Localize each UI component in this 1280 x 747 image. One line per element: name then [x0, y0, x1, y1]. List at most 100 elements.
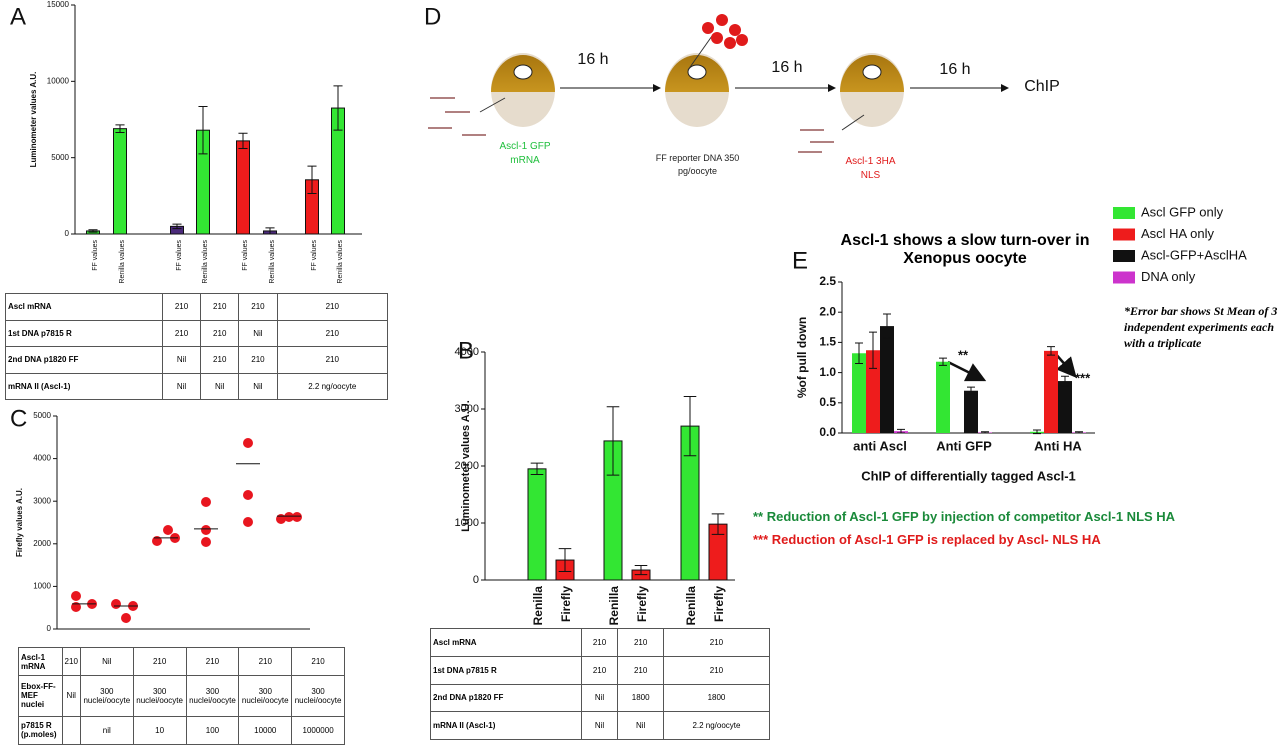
error-bar — [333, 85, 343, 131]
error-bar — [967, 386, 975, 395]
y-axis-label: Firefly values A.U. — [15, 488, 24, 557]
table-cell: 1st DNA p7815 R — [430, 655, 582, 685]
x-tick-label: Firefly — [712, 586, 726, 622]
table-cell: 210 — [617, 628, 664, 657]
legend-label: Ascl-GFP+AsclHA — [1141, 247, 1247, 262]
table-cell: 1800 — [617, 683, 664, 713]
needle — [687, 35, 713, 71]
y-tick-label: 2.5 — [819, 274, 836, 288]
point — [284, 512, 294, 523]
x-tick-label: Renilla — [607, 586, 621, 626]
table-cell: 210 — [200, 346, 240, 374]
legend-swatch — [1113, 228, 1135, 241]
diagram-label: Ascl-1 3HA NLS — [845, 156, 896, 181]
step-time: 16 h — [577, 51, 608, 68]
point — [292, 512, 302, 523]
arrow — [947, 360, 987, 382]
error-bar — [883, 313, 891, 339]
legend-swatch — [1113, 250, 1135, 262]
table-row: 1st DNA p7815 R 210 210 210 — [430, 655, 771, 685]
y-tick-label: 10000 — [47, 76, 70, 85]
chart-title: Ascl-1 shows a slow turn-over in Xenopus… — [840, 232, 1090, 267]
error-bar — [711, 513, 725, 535]
y-tick-label: 15000 — [47, 0, 70, 9]
table-cell: 2nd DNA p1820 FF — [5, 346, 163, 374]
table-cell: 300 nuclei/oocyte — [185, 675, 240, 717]
y-tick-label: 5000 — [51, 153, 69, 162]
error-bar — [1047, 346, 1055, 356]
y-axis-label: %of pull down — [795, 317, 809, 398]
table-cell: 210 — [238, 346, 278, 374]
bar — [113, 128, 127, 235]
error-bar — [683, 395, 697, 457]
panel-label: C — [10, 405, 27, 432]
point — [201, 524, 211, 535]
table-cell: 210 — [580, 655, 619, 685]
bar — [527, 468, 547, 581]
table-cell: 2nd DNA p1820 FF — [430, 683, 582, 713]
table-cell: 210 — [61, 646, 81, 677]
error-bar — [307, 165, 317, 195]
point — [163, 524, 173, 535]
dna-dots — [702, 14, 748, 49]
table-cell: 10000 — [238, 715, 293, 746]
bar — [236, 140, 250, 235]
table-cell: Ascl mRNA — [430, 628, 582, 657]
table-cell: Nil — [200, 372, 240, 400]
table-cell — [61, 715, 81, 746]
bar — [866, 350, 880, 433]
error-bar — [172, 223, 182, 230]
table-cell: 210 — [200, 319, 240, 347]
table-row: mRNA II (Ascl-1) Nil Nil Nil 2.2 ng/oocyte — [5, 372, 389, 400]
error-bar — [88, 229, 98, 233]
table-cell: Nil — [238, 319, 278, 347]
point — [71, 590, 81, 601]
y-tick-label: 1.0 — [819, 365, 836, 379]
bar — [936, 361, 950, 433]
y-tick-label: 1000 — [33, 582, 51, 591]
point — [243, 516, 253, 527]
legend-label: Ascl GFP only — [1141, 204, 1224, 219]
table-cell: Nil — [238, 372, 278, 400]
point — [243, 489, 253, 500]
error-bar — [265, 227, 275, 235]
x-tick-label: Renilla values — [202, 240, 209, 284]
bar — [852, 353, 866, 433]
table-cell: Nil — [61, 675, 81, 717]
y-tick-label: 4000 — [455, 346, 479, 358]
bar — [880, 326, 894, 433]
table-cell: 210 — [617, 655, 664, 685]
x-tick-label: Renilla values — [119, 240, 126, 284]
y-tick-label: 4000 — [33, 454, 51, 463]
table-cell: 210 — [185, 646, 240, 677]
table-cell: Ebox-FF-MEF nuclei — [18, 675, 63, 717]
table-cell: p7815 R (p.moles) — [18, 715, 63, 746]
x-tick-label: Firefly — [559, 586, 573, 622]
table-cell: 210 — [200, 293, 240, 321]
table-row: 2nd DNA p1820 FF Nil 210 210 210 — [5, 346, 389, 374]
x-tick-label: Renilla values — [337, 240, 344, 284]
bar — [1044, 350, 1058, 433]
table-cell: 210 — [238, 293, 278, 321]
y-tick-label: 0 — [47, 624, 52, 633]
needle — [841, 114, 865, 131]
footnote: ** Reduction of Ascl-1 GFP by injection … — [753, 509, 1176, 524]
error-bar — [939, 357, 947, 366]
table-row: 2nd DNA p1820 FF Nil 1800 1800 — [430, 683, 771, 713]
error-bar — [981, 431, 989, 434]
table-row: 1st DNA p7815 R 210 210 Nil 210 — [5, 319, 389, 347]
table: Ascl mRNA 210 210 210 210 1st DNA p7815 R 210 2… — [5, 293, 389, 400]
y-tick-label: 2000 — [455, 460, 479, 472]
table-cell: Nil — [580, 711, 619, 740]
y-axis-label: Luminometer values A.U. — [29, 72, 38, 168]
point — [111, 598, 121, 609]
y-tick-label: 1000 — [455, 517, 479, 529]
table-cell: 100 — [185, 715, 240, 746]
table-cell: nil — [79, 715, 134, 746]
table-cell: 10 — [132, 715, 187, 746]
table-cell: 1000000 — [291, 715, 345, 746]
x-tick-label: FF values — [242, 240, 249, 271]
table-cell: Nil — [580, 683, 619, 713]
table-row: Ascl mRNA 210 210 210 210 — [5, 293, 389, 321]
